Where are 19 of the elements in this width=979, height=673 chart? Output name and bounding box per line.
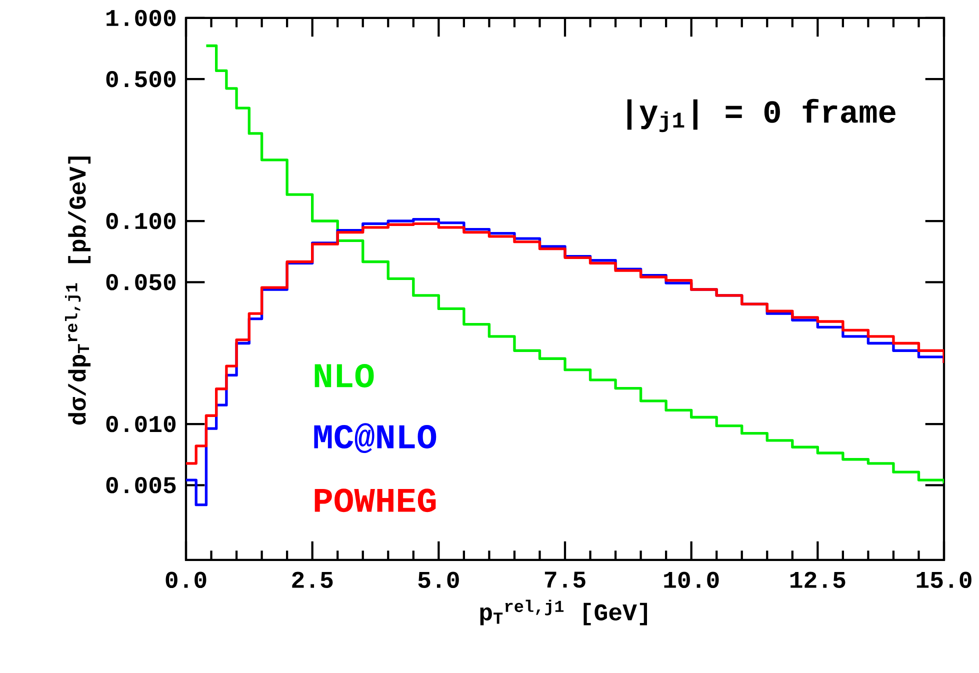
text: POWHEG [314,488,436,512]
y-tick-label: 0.005 [106,477,176,494]
x-tick-label: 10.0 [664,572,719,588]
y-tick-label: 0.500 [106,70,176,88]
y-tick-label: 0.100 [106,212,176,230]
text: dσ/dp$_{T}$$^{rel,j1}$ [pb/GeV] [65,156,91,425]
y-tick-label: 0.010 [106,416,176,432]
x-tick-label: 0.0 [166,572,206,588]
x-tick-label: 5.0 [418,572,459,588]
y-tick-label: 0.050 [106,274,176,290]
x-tick-label: 12.5 [790,572,846,588]
text: MC@NLO [314,423,436,453]
y-tick-label: 1.000 [106,10,176,26]
x-tick-label: 15.0 [916,572,972,588]
text: p$_{T}$$^{rel,j1}$ [GeV] [480,600,647,626]
text: NLO [314,364,374,388]
x-tick-label: 7.5 [544,572,586,588]
annotation: |y$_{j1}$| = 0 frame [627,98,896,132]
x-tick-label: 2.5 [292,572,333,588]
